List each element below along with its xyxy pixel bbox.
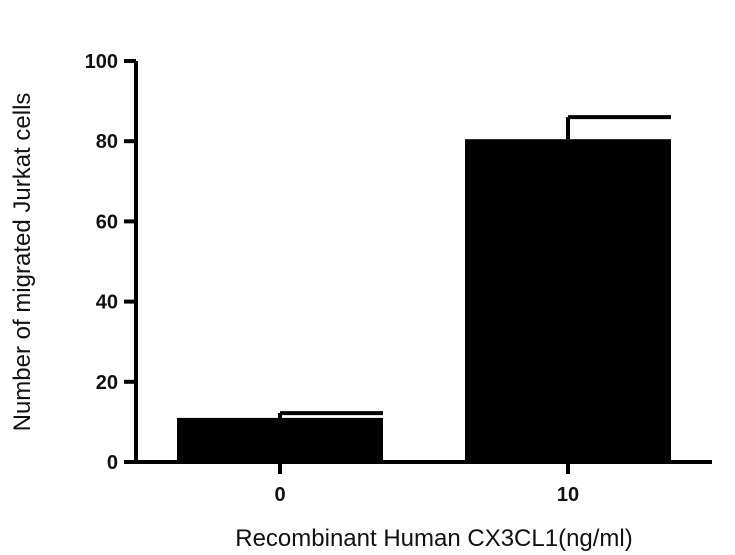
- y-axis-title: Number of migrated Jurkat cells: [9, 93, 36, 432]
- x-axis-title: Recombinant Human CX3CL1(ng/ml): [235, 525, 633, 552]
- bar: [465, 139, 671, 462]
- x-tick-label: 0: [274, 484, 285, 506]
- bar: [177, 417, 383, 462]
- bars: [177, 115, 671, 462]
- y-tick-label: 60: [96, 211, 118, 233]
- x-axis: 0 10: [134, 460, 712, 506]
- y-tick-label: 0: [107, 452, 118, 474]
- x-tick-label: 10: [557, 484, 579, 506]
- y-tick-label: 40: [96, 292, 118, 314]
- y-tick-label: 100: [85, 51, 118, 73]
- y-tick-label: 80: [96, 131, 118, 153]
- y-axis: 0 20 40 60 80 100: [85, 51, 138, 474]
- y-tick-label: 20: [96, 372, 118, 394]
